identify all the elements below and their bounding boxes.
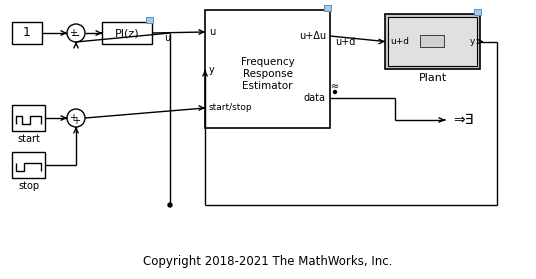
Bar: [474, 9, 481, 15]
Bar: [385, 14, 480, 69]
Text: 1: 1: [23, 27, 31, 40]
Bar: [420, 35, 444, 47]
Text: data: data: [304, 93, 326, 103]
Text: u+d: u+d: [335, 37, 355, 47]
Text: stop: stop: [18, 181, 39, 191]
Bar: [12, 152, 45, 178]
Bar: [12, 105, 45, 131]
Bar: [102, 22, 152, 44]
Bar: [205, 10, 330, 128]
Text: u: u: [209, 27, 215, 37]
Text: ≈: ≈: [331, 81, 339, 91]
Bar: [324, 5, 331, 11]
Text: start: start: [17, 134, 40, 144]
Bar: [12, 22, 42, 44]
Text: PI(z): PI(z): [115, 28, 139, 38]
Text: y: y: [470, 37, 475, 46]
Circle shape: [67, 24, 85, 42]
Bar: [146, 17, 153, 23]
Text: start/stop: start/stop: [209, 104, 252, 112]
Text: ⇒∃: ⇒∃: [453, 113, 473, 127]
Circle shape: [333, 90, 337, 93]
Text: +: +: [69, 28, 77, 38]
Text: u: u: [164, 33, 170, 43]
Circle shape: [168, 203, 172, 207]
Text: Frequency
Response
Estimator: Frequency Response Estimator: [241, 57, 294, 91]
Text: Plant: Plant: [419, 73, 446, 83]
Text: Copyright 2018-2021 The MathWorks, Inc.: Copyright 2018-2021 The MathWorks, Inc.: [143, 256, 393, 268]
Text: u+Δu: u+Δu: [299, 31, 326, 41]
Text: y: y: [209, 65, 215, 75]
Text: +: +: [72, 117, 80, 126]
Text: −: −: [71, 32, 81, 42]
Text: u+d: u+d: [390, 37, 409, 46]
Bar: [388, 17, 477, 66]
Circle shape: [67, 109, 85, 127]
Text: +: +: [69, 113, 77, 123]
